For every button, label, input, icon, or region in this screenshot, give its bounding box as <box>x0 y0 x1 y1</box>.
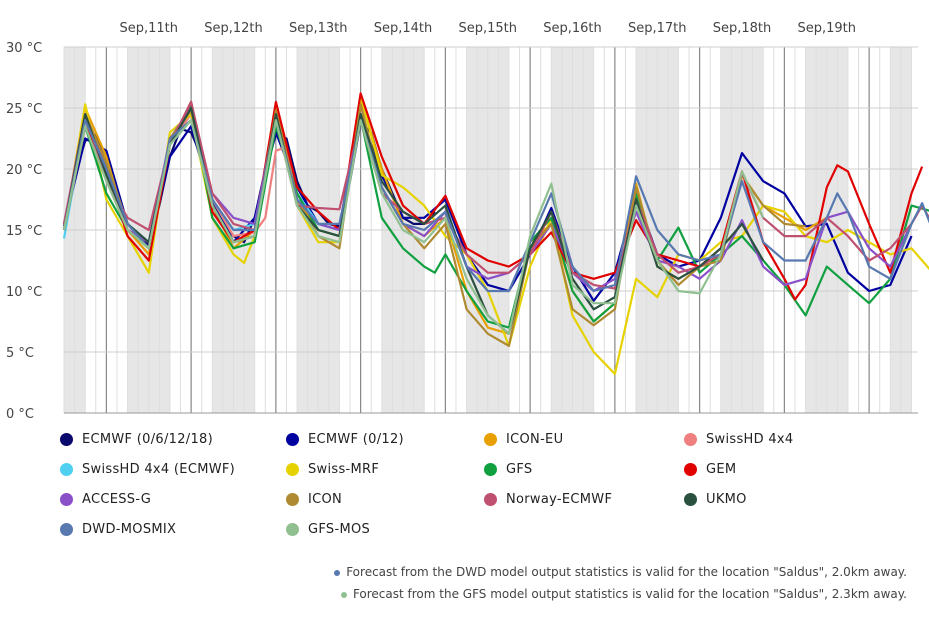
legend-item[interactable]: ICON <box>286 492 342 507</box>
legend-item[interactable]: SwissHD 4x4 (ECMWF) <box>60 462 235 477</box>
day-label: Sep,17th <box>628 21 687 36</box>
legend-label: GFS-MOS <box>308 522 371 537</box>
legend-item[interactable]: Swiss-MRF <box>286 462 379 477</box>
day-label: Sep,18th <box>713 21 772 36</box>
temperature-chart: 0 °C 5 °C 10 °C 15 °C 20 °C 25 °C 30 °C Sep,11… <box>6 21 929 420</box>
gfs-note-dot <box>340 591 347 598</box>
y-tick-label: 20 °C <box>6 163 42 178</box>
legend-item[interactable]: DWD-MOSMIX <box>60 522 176 537</box>
legend-dot <box>286 493 299 506</box>
legend-dot <box>286 463 299 476</box>
dwd-note: Forecast from the DWD model output stati… <box>334 565 907 579</box>
legend-label: ICON-EU <box>506 432 564 447</box>
legend-item[interactable]: ACCESS-G <box>60 492 151 507</box>
legend-item[interactable]: GFS <box>484 462 532 477</box>
legend-item[interactable]: GEM <box>684 462 736 477</box>
legend-dot <box>684 433 697 446</box>
legend-item[interactable]: ECMWF (0/6/12/18) <box>60 432 213 447</box>
day-label: Sep,13th <box>289 21 348 36</box>
legend-dot <box>60 463 73 476</box>
y-tick-label: 5 °C <box>6 346 34 361</box>
legend-label: GFS <box>506 462 533 477</box>
legend-dot <box>60 493 73 506</box>
y-tick-label: 15 °C <box>6 224 42 239</box>
series-lines <box>62 92 929 376</box>
series-line <box>62 119 929 293</box>
legend-label: ECMWF (0/12) <box>308 432 404 447</box>
legend-dot <box>484 433 497 446</box>
y-tick-label: 10 °C <box>6 285 42 300</box>
legend-item[interactable]: GFS-MOS <box>286 522 370 537</box>
legend-dot <box>684 493 697 506</box>
day-label: Sep,16th <box>543 21 602 36</box>
legend-dot <box>484 493 497 506</box>
legend-item[interactable]: UKMO <box>684 492 747 507</box>
legend-label: UKMO <box>706 492 747 507</box>
legend-dot <box>286 523 299 536</box>
legend-dot <box>286 433 299 446</box>
legend-item[interactable]: ECMWF (0/12) <box>286 432 404 447</box>
y-tick-label: 30 °C <box>6 41 42 56</box>
legend-dot <box>484 463 497 476</box>
dwd-note-text: Forecast from the DWD model output stati… <box>346 565 907 579</box>
legend-item[interactable]: SwissHD 4x4 <box>684 432 794 447</box>
legend-label: ECMWF (0/6/12/18) <box>82 432 213 447</box>
legend-item[interactable]: ICON-EU <box>484 432 563 447</box>
y-tick-label: 0 °C <box>6 407 34 420</box>
series-line <box>62 92 924 301</box>
legend-label: SwissHD 4x4 <box>706 432 794 447</box>
gfs-note-text: Forecast from the GFS model output stati… <box>352 587 907 601</box>
gfs-note: Forecast from the GFS model output stati… <box>340 587 907 601</box>
series-line <box>62 100 929 290</box>
y-axis-labels: 0 °C 5 °C 10 °C 15 °C 20 °C 25 °C 30 °C <box>6 41 42 420</box>
legend-label: SwissHD 4x4 (ECMWF) <box>82 462 236 477</box>
legend-dot <box>684 463 697 476</box>
day-label: Sep,12th <box>204 21 263 36</box>
day-labels: Sep,11th Sep,12th Sep,13th Sep,14th Sep,15th… <box>119 21 856 36</box>
legend-label: ICON <box>308 492 343 507</box>
legend-item[interactable]: Norway-ECMWF <box>484 492 612 507</box>
series-line <box>62 119 765 335</box>
legend-label: Norway-ECMWF <box>506 492 613 507</box>
day-label: Sep,14th <box>374 21 433 36</box>
legend-dot <box>60 433 73 446</box>
legend-label: Swiss-MRF <box>308 462 380 477</box>
y-tick-label: 25 °C <box>6 102 42 117</box>
day-label: Sep,19th <box>797 21 856 36</box>
legend-label: DWD-MOSMIX <box>82 522 177 537</box>
legend-label: ACCESS-G <box>82 492 152 507</box>
legend-label: GEM <box>706 462 737 477</box>
day-label: Sep,11th <box>119 21 178 36</box>
dwd-note-dot <box>334 569 341 576</box>
series-line <box>62 103 929 329</box>
legend-dot <box>60 523 73 536</box>
day-label: Sep,15th <box>458 21 517 36</box>
